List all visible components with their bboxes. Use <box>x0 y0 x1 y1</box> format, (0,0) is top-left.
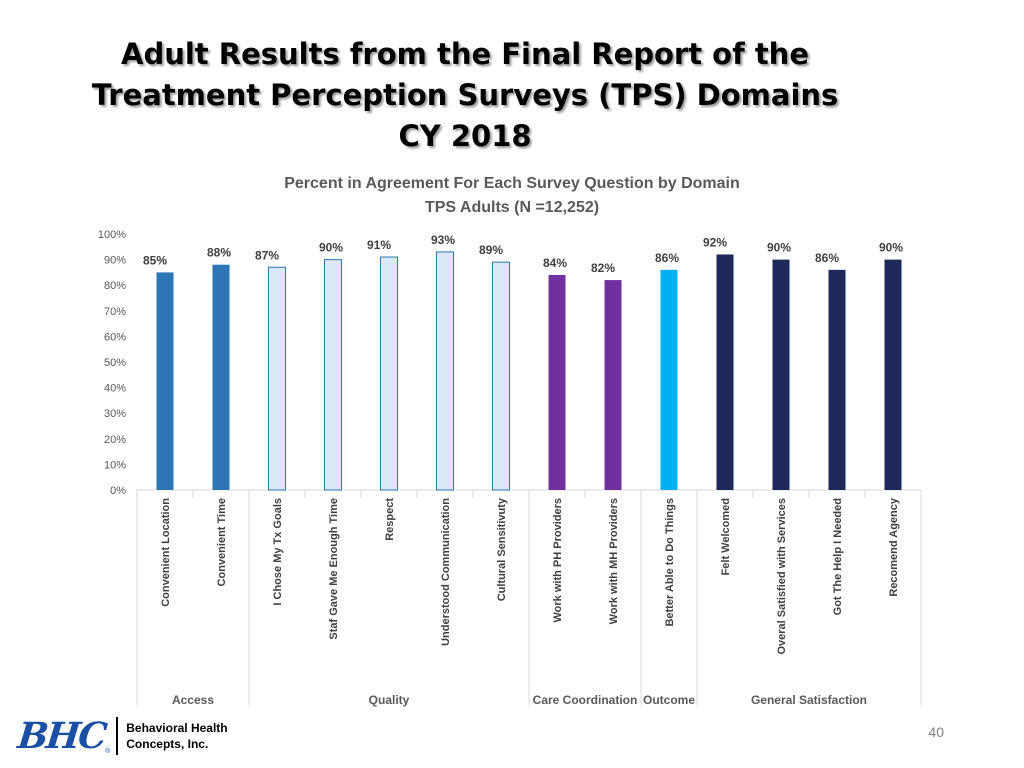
category-label: Convenient Location <box>160 498 172 607</box>
logo-divider <box>116 717 119 755</box>
y-tick-label: 10% <box>104 459 126 471</box>
category-label: Convenient Time <box>216 498 228 586</box>
category-label: Staf Gave Me Enough Time <box>328 498 340 640</box>
data-label: 90% <box>879 241 903 255</box>
slide-title-line: Adult Results from the Final Report of t… <box>121 37 809 71</box>
bar <box>716 254 734 490</box>
chart-subtitle: TPS Adults (N =12,252) <box>425 199 599 216</box>
y-tick-label: 60% <box>104 331 126 343</box>
y-tick-label: 80% <box>104 280 126 292</box>
category-label: Better Able to Do Things <box>664 498 676 627</box>
y-tick-label: 50% <box>104 357 126 369</box>
bar <box>492 261 510 491</box>
data-label: 91% <box>367 238 391 252</box>
bar <box>660 269 678 490</box>
page-number: 40 <box>928 724 944 740</box>
group-label: Care Coordination <box>533 693 638 707</box>
y-tick-label: 30% <box>104 408 126 420</box>
logo-company-line: Concepts, Inc. <box>126 737 209 751</box>
y-tick-label: 20% <box>104 434 126 446</box>
category-label: Work with PH Providers <box>552 498 564 623</box>
bar <box>772 259 790 490</box>
bar <box>828 269 846 490</box>
category-label: Understood Communication <box>440 498 452 646</box>
slide-title-line: CY 2018 <box>398 119 532 153</box>
category-label: Got The Help I Needed <box>832 498 844 615</box>
bar <box>324 259 342 491</box>
category-label: Overal Satisfied with Services <box>776 498 788 655</box>
bar <box>436 251 454 491</box>
bar <box>268 266 286 491</box>
data-label: 87% <box>255 248 279 262</box>
chart-title: Percent in Agreement For Each Survey Que… <box>284 175 740 192</box>
group-label: General Satisfaction <box>751 693 867 707</box>
bar-chart: Percent in Agreement For Each Survey Que… <box>98 175 922 707</box>
bar <box>156 272 174 490</box>
data-label: 93% <box>431 233 455 247</box>
y-tick-label: 0% <box>110 485 126 497</box>
category-label: Work with MH Providers <box>608 498 620 624</box>
logo-company-name: Behavioral Health Concepts, Inc. <box>126 720 227 752</box>
bar <box>380 256 398 491</box>
slide-title: Adult Results from the Final Report of t… <box>0 34 930 157</box>
data-label: 90% <box>767 241 791 255</box>
y-tick-label: 70% <box>104 306 126 318</box>
bar <box>212 264 230 490</box>
y-tick-label: 90% <box>104 255 126 267</box>
data-label: 85% <box>143 253 167 267</box>
group-label: Quality <box>369 693 410 707</box>
bhc-logo: BHC ® Behavioral Health Concepts, Inc. <box>15 713 228 759</box>
registered-mark: ® <box>105 748 111 755</box>
data-label: 86% <box>655 251 679 265</box>
data-label: 88% <box>207 246 231 260</box>
data-label: 89% <box>479 243 503 257</box>
category-label: Recomend Agency <box>888 497 900 597</box>
data-label: 90% <box>319 241 343 255</box>
category-label: Cultural Sensitivuty <box>496 497 508 601</box>
category-label: Felt Welcomed <box>720 498 732 575</box>
logo-company-line: Behavioral Health <box>126 721 228 735</box>
data-label: 86% <box>815 251 839 265</box>
bar <box>548 274 566 490</box>
slide-title-line: Treatment Perception Surveys (TPS) Domai… <box>91 78 839 112</box>
logo-mark: BHC <box>15 715 108 757</box>
data-label: 92% <box>703 235 727 249</box>
y-tick-label: 40% <box>104 383 126 395</box>
data-label: 84% <box>543 256 567 270</box>
bar <box>604 280 622 490</box>
data-label: 82% <box>591 261 615 275</box>
category-label: Respect <box>384 498 396 541</box>
y-tick-label: 100% <box>98 229 126 241</box>
group-label: Outcome <box>643 693 695 707</box>
bar <box>884 259 902 490</box>
group-label: Access <box>172 693 214 707</box>
category-label: I Chose My Tx Goals <box>272 498 284 606</box>
